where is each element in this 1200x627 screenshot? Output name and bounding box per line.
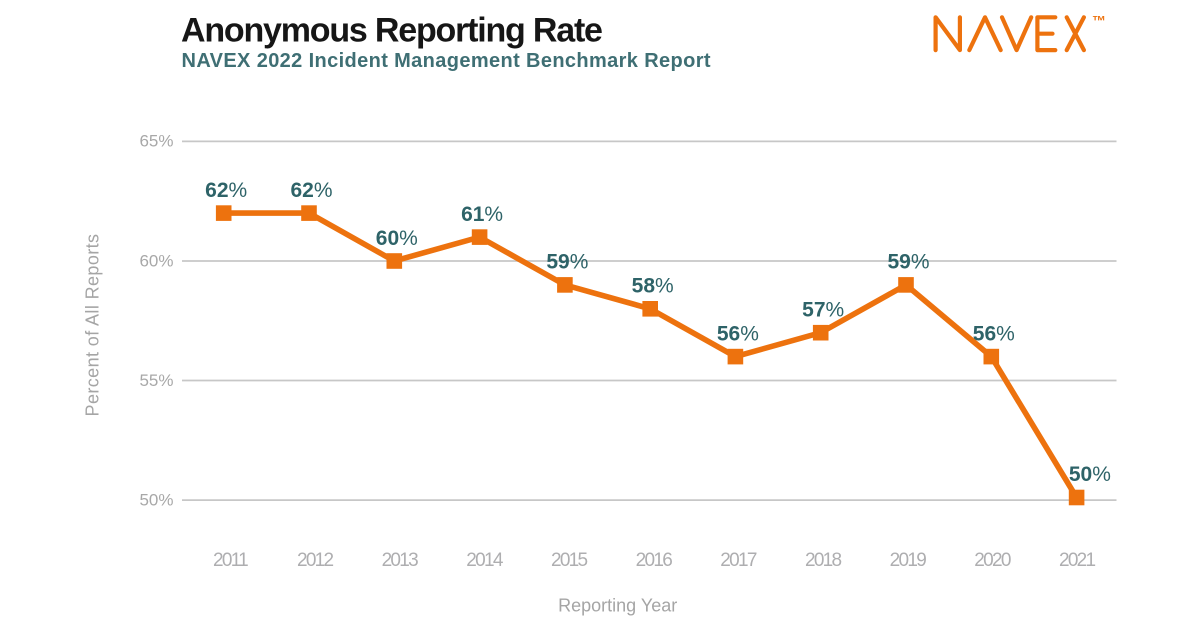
svg-text:2018: 2018 [805, 550, 842, 571]
svg-text:2017: 2017 [720, 550, 757, 571]
svg-text:58%: 58% [632, 275, 674, 298]
svg-text:2013: 2013 [382, 550, 419, 571]
svg-text:2015: 2015 [551, 550, 588, 571]
svg-text:56%: 56% [717, 322, 759, 345]
svg-text:2011: 2011 [213, 550, 248, 571]
svg-text:61%: 61% [461, 203, 503, 226]
svg-text:59%: 59% [546, 251, 588, 274]
svg-text:50%: 50% [139, 490, 173, 509]
svg-text:60%: 60% [139, 251, 173, 270]
svg-text:2021: 2021 [1059, 550, 1096, 571]
svg-text:2020: 2020 [974, 550, 1011, 571]
svg-text:NAVEX 2022 Incident Management: NAVEX 2022 Incident Management Benchmark… [182, 50, 711, 72]
svg-text:Percent of All Reports: Percent of All Reports [83, 234, 103, 417]
svg-text:2019: 2019 [890, 550, 927, 571]
svg-text:Anonymous Reporting Rate: Anonymous Reporting Rate [181, 11, 602, 49]
svg-text:Reporting Year: Reporting Year [558, 596, 677, 616]
svg-text:55%: 55% [139, 371, 173, 390]
svg-text:2012: 2012 [297, 550, 334, 571]
svg-text:™: ™ [1092, 13, 1106, 29]
svg-text:57%: 57% [802, 299, 844, 322]
svg-text:2016: 2016 [636, 550, 673, 571]
svg-text:65%: 65% [139, 132, 173, 151]
svg-text:2014: 2014 [466, 550, 504, 571]
svg-text:56%: 56% [973, 322, 1015, 345]
svg-text:62%: 62% [290, 179, 332, 202]
svg-text:60%: 60% [376, 227, 418, 250]
svg-text:50%: 50% [1069, 463, 1111, 486]
svg-text:62%: 62% [205, 179, 247, 202]
svg-text:59%: 59% [887, 251, 929, 274]
